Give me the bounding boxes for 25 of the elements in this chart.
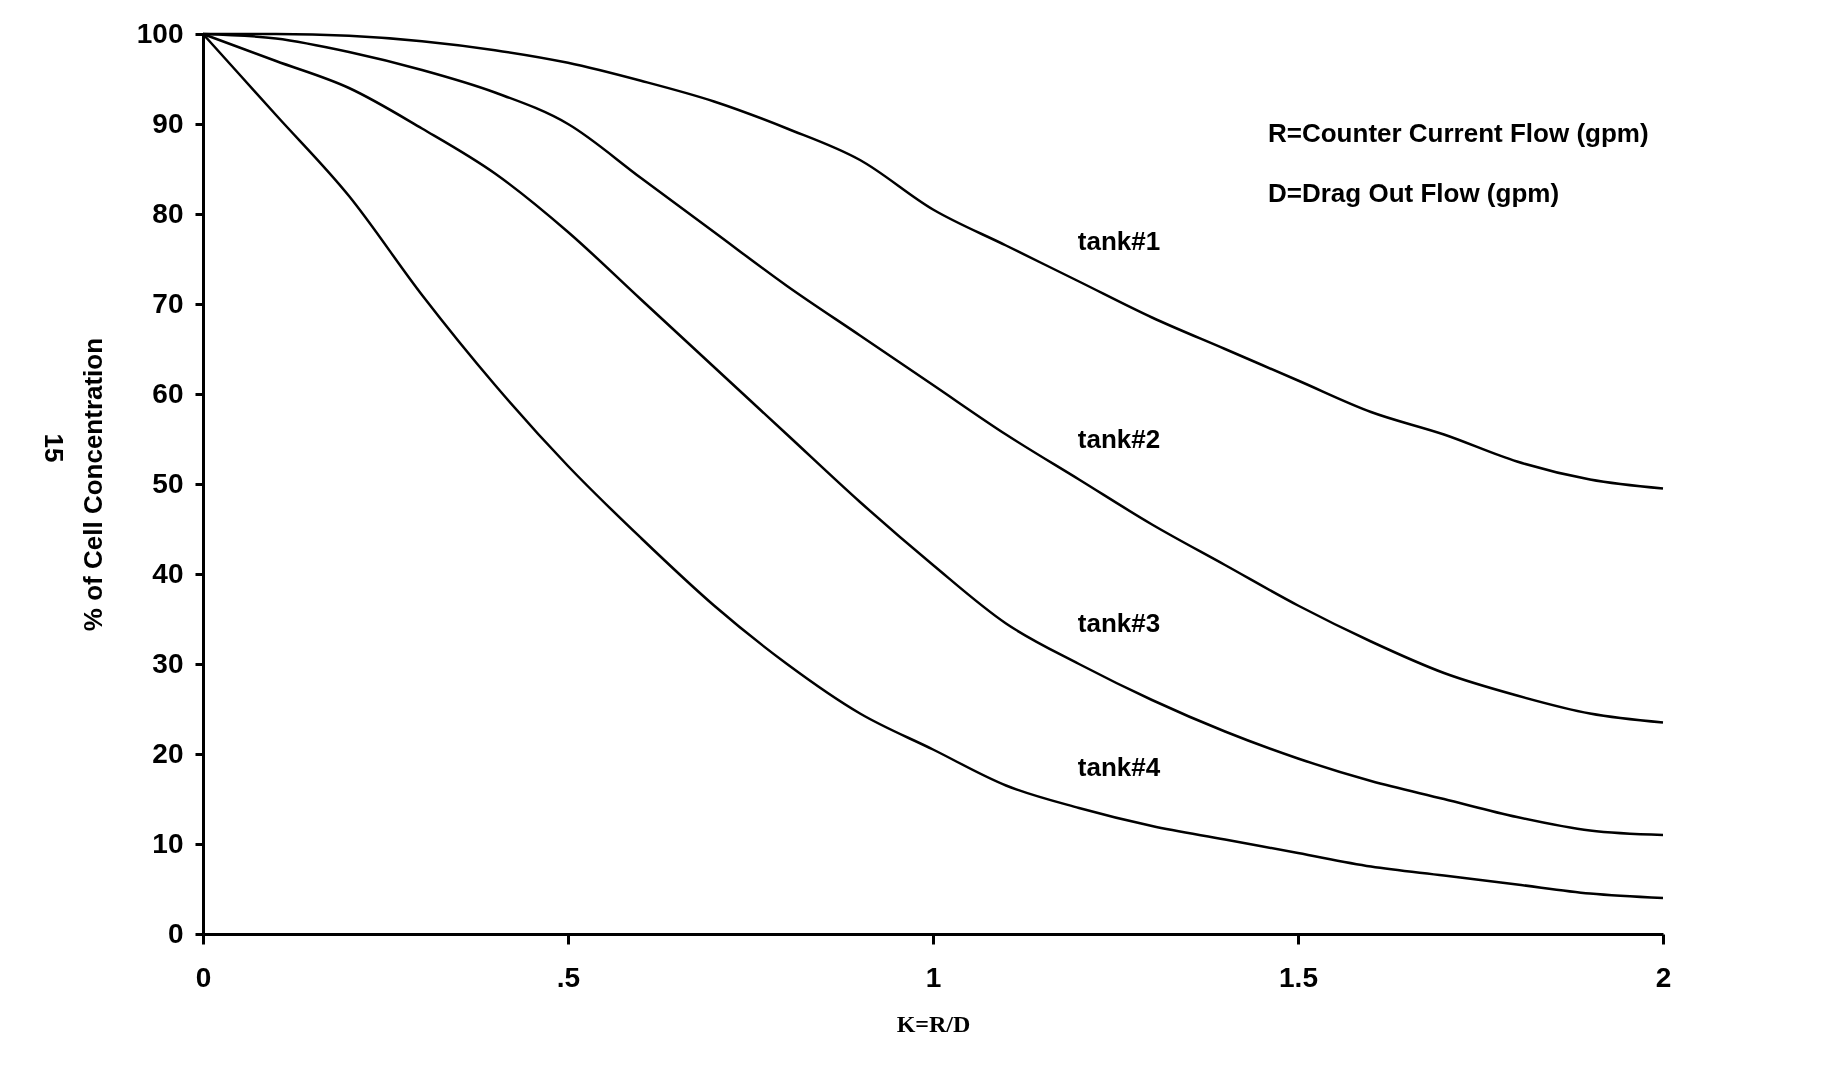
y-tick-label: 80 (152, 197, 184, 229)
annotation: R=Counter Current Flow (gpm) (1268, 118, 1649, 148)
y-tick-label: 60 (152, 377, 184, 409)
y-tick-label: 30 (152, 647, 184, 679)
annotation: D=Drag Out Flow (gpm) (1268, 178, 1560, 208)
x-tick-label: 1 (925, 961, 942, 993)
text: 15 (39, 433, 69, 463)
y-tick-label: 20 (152, 737, 184, 769)
y-tick-label: 100 (136, 17, 184, 49)
y-tick-label: 50 (152, 467, 184, 499)
series-label: tank#1 (1077, 225, 1161, 256)
series-label: tank#3 (1077, 608, 1161, 638)
x-tick-label: 2 (1655, 961, 1672, 993)
series-label: tank#4 (1077, 752, 1161, 782)
y-tick-label: 0 (167, 917, 184, 949)
x-tick-label: .5 (556, 961, 581, 993)
y-tick-label: 90 (152, 107, 184, 139)
series-label: tank#2 (1077, 423, 1161, 454)
y-tick-label: 10 (152, 827, 184, 859)
x-tick-label: 0 (195, 961, 212, 993)
y-tick-label: 70 (152, 287, 184, 319)
y-tick-label: 40 (152, 557, 184, 589)
y-axis-title: % of Cell Concentration (77, 337, 108, 632)
x-axis-title: K=R/D (896, 1010, 971, 1037)
x-tick-label: 1.5 (1279, 961, 1318, 993)
